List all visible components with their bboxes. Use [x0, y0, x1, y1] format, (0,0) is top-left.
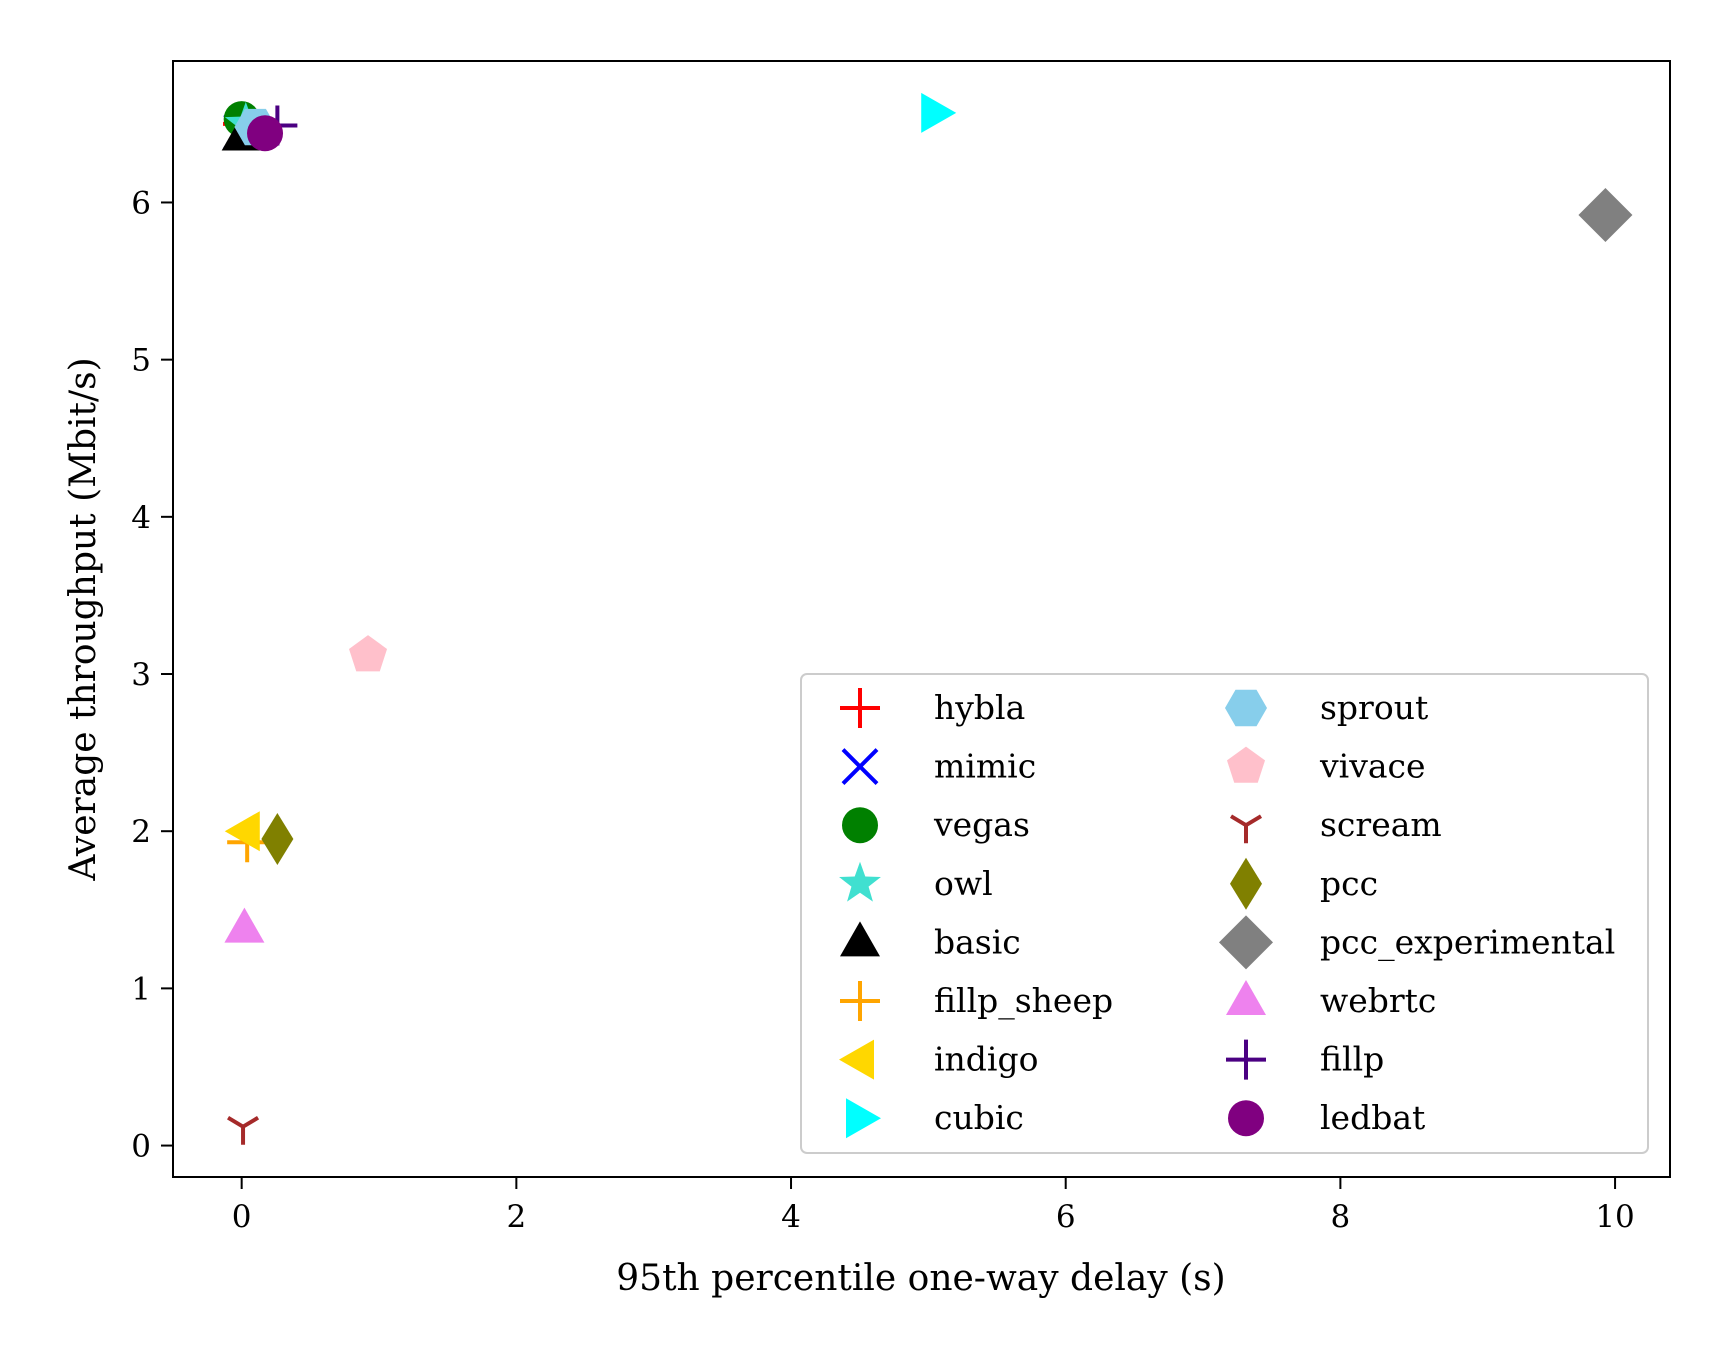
y-tick-label: 0 — [131, 1129, 151, 1165]
y-tick-label: 5 — [131, 343, 151, 379]
y-tick-label: 1 — [131, 971, 151, 1007]
legend-marker-sprout — [1225, 689, 1267, 727]
legend-label: sprout — [1320, 688, 1428, 727]
legend-marker-vegas — [842, 807, 878, 844]
legend-marker-scream — [1229, 814, 1263, 844]
legend-marker-pcc — [1230, 857, 1262, 910]
legend-box — [800, 673, 1649, 1154]
point-pcc — [261, 813, 294, 866]
x-tick-label: 2 — [506, 1199, 526, 1235]
legend-label: vivace — [1319, 747, 1426, 786]
point-pcc-experimental — [1578, 188, 1633, 243]
legend-marker-vivace — [1226, 746, 1266, 783]
legend-marker-ledbat — [1228, 1100, 1264, 1137]
plot-frame — [172, 60, 1671, 1178]
legend-marker-owl — [839, 861, 881, 902]
point-indigo — [224, 811, 260, 852]
legend-label: ledbat — [1320, 1098, 1425, 1137]
legend-marker-mimic — [841, 748, 879, 786]
legend-label: pcc_experimental — [1320, 922, 1615, 962]
legend-label: fillp_sheep — [934, 981, 1113, 1021]
legend-marker-indigo — [839, 1039, 874, 1080]
point-webrtc — [224, 907, 265, 943]
y-axis-title: Average throughput (Mbit/s) — [63, 357, 104, 881]
y-axis: 0 1 2 3 4 5 6 — [131, 185, 173, 1165]
point-vivace — [349, 635, 388, 672]
y-tick-label: 3 — [131, 657, 151, 693]
legend-marker-pcc-experimental — [1219, 915, 1273, 970]
legend-label: basic — [934, 922, 1021, 961]
x-tick-label: 6 — [1056, 1199, 1076, 1235]
legend-label: cubic — [934, 1098, 1024, 1137]
legend-label: owl — [934, 864, 993, 903]
legend-marker-hybla — [840, 688, 880, 728]
legend-marker-fillp — [1226, 1039, 1266, 1080]
x-axis-title: 95th percentile one-way delay (s) — [616, 1258, 1225, 1299]
y-tick-label: 4 — [131, 500, 151, 536]
x-tick-label: 10 — [1595, 1199, 1634, 1235]
legend-label: scream — [1320, 805, 1442, 844]
x-axis: 0 2 4 6 8 10 — [232, 1177, 1635, 1235]
legend-marker-cubic — [846, 1098, 881, 1139]
legend-label: pcc — [1320, 864, 1378, 903]
x-tick-label: 0 — [232, 1199, 252, 1235]
legend-marker-webrtc — [1226, 980, 1266, 1015]
y-tick-label: 6 — [131, 185, 151, 221]
point-ledbat — [247, 115, 284, 152]
legend-label: vegas — [933, 805, 1030, 844]
point-cubic — [921, 92, 957, 133]
legend-label: fillp — [1320, 1040, 1384, 1079]
point-scream — [227, 1115, 260, 1145]
data-marks — [221, 92, 1633, 1145]
y-tick-label: 2 — [131, 814, 151, 850]
legend-label: indigo — [934, 1040, 1038, 1079]
legend-label: webrtc — [1320, 981, 1436, 1020]
legend-marker-basic — [840, 921, 880, 957]
legend-marker-fillp-sheep — [840, 981, 880, 1021]
legend-label: mimic — [934, 747, 1036, 786]
x-tick-label: 8 — [1331, 1199, 1351, 1235]
legend: hybla mimic vegas owl basic fillp_sheepindigo… — [800, 673, 1649, 1154]
legend-label: hybla — [934, 688, 1025, 727]
x-tick-label: 4 — [781, 1199, 801, 1235]
